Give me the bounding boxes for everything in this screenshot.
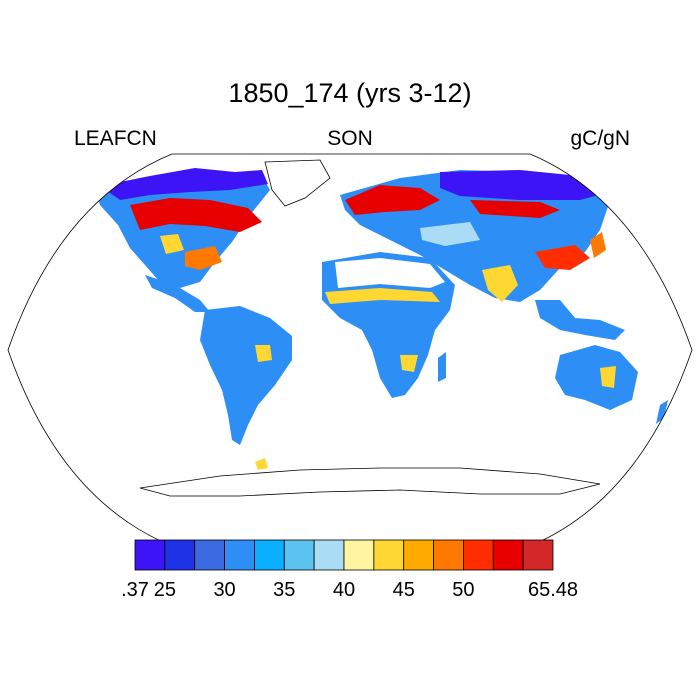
colorbar-tick-label: .37 bbox=[121, 579, 149, 601]
units-label: gC/gN bbox=[570, 127, 630, 150]
land-central-america bbox=[145, 275, 210, 312]
colorbar-box bbox=[343, 539, 375, 571]
region-siberia-red bbox=[470, 200, 560, 218]
colorbar-tick-label: 40 bbox=[333, 579, 355, 601]
colorbar-box bbox=[403, 539, 434, 571]
colorbar-box bbox=[433, 539, 464, 571]
colorbar-box bbox=[164, 539, 196, 571]
land-japan bbox=[590, 232, 606, 258]
region-east-asia bbox=[535, 245, 590, 270]
land-north-america bbox=[95, 170, 270, 288]
plot-title: 1850_174 (yrs 3-12) bbox=[228, 78, 472, 108]
region-sahel-band bbox=[325, 288, 440, 304]
colorbar-box bbox=[224, 539, 255, 571]
region-sahara-white bbox=[335, 258, 445, 288]
land-madagascar bbox=[438, 352, 446, 382]
land-south-america bbox=[200, 306, 292, 445]
region-brazil-yellow bbox=[255, 345, 272, 362]
variable-label: LEAFCN bbox=[74, 127, 157, 150]
land-southeast-asia bbox=[535, 300, 625, 340]
colorbar-box bbox=[283, 539, 315, 571]
region-central-asia-lightblue bbox=[420, 222, 480, 246]
colorbar-box bbox=[522, 539, 554, 571]
colorbar-box bbox=[313, 539, 345, 571]
colorbar-box bbox=[463, 539, 494, 571]
region-southern-africa-yellow bbox=[400, 355, 418, 372]
colorbar-box bbox=[254, 539, 285, 571]
region-canada-arctic bbox=[100, 168, 268, 200]
region-canada-boreal bbox=[130, 198, 262, 232]
colorbar-tick-label: 25 bbox=[154, 579, 176, 601]
region-australia-yellow bbox=[600, 366, 616, 388]
land-new-zealand bbox=[656, 400, 668, 424]
land-greenland bbox=[264, 159, 331, 207]
season-label: SON bbox=[327, 127, 373, 150]
region-india bbox=[482, 265, 518, 302]
colorbar-tick-label: 65.48 bbox=[528, 579, 578, 601]
region-usa-yellow bbox=[160, 234, 184, 254]
colorbar-tick-label: 30 bbox=[213, 579, 235, 601]
colorbar-tick-label: 35 bbox=[273, 579, 295, 601]
region-europe-boreal bbox=[345, 185, 440, 215]
colorbar-tick-label: 45 bbox=[393, 579, 415, 601]
colorbar-box bbox=[492, 539, 524, 571]
colorbar-box bbox=[194, 539, 225, 571]
land-africa bbox=[322, 252, 455, 398]
region-usa-gulf bbox=[185, 246, 222, 270]
colorbar-box bbox=[134, 539, 166, 571]
land-australia bbox=[555, 345, 638, 410]
colorbar-box bbox=[373, 539, 405, 571]
land-antarctica bbox=[139, 467, 601, 497]
region-siberia bbox=[440, 170, 610, 200]
region-antarctic-peninsula bbox=[255, 458, 268, 470]
colorbar-tick-label: 50 bbox=[452, 579, 474, 601]
